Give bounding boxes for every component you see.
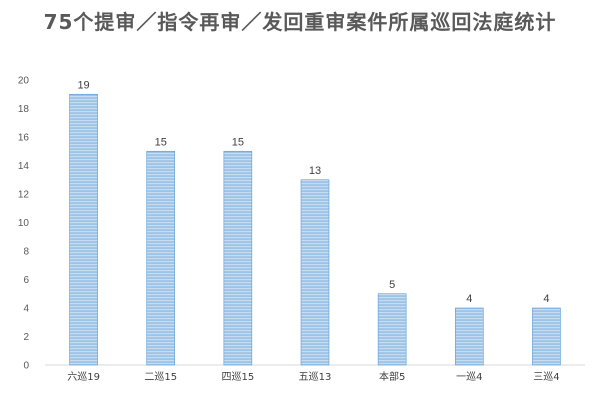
data-label: 4	[543, 293, 549, 305]
y-tick-label: 12	[18, 190, 30, 201]
bar	[454, 307, 484, 366]
bar	[300, 179, 330, 366]
y-tick-label: 20	[18, 76, 30, 87]
y-tick-label: 6	[23, 275, 29, 286]
category-label: 三巡4	[533, 371, 559, 383]
category-label: 一巡4	[456, 371, 482, 383]
data-label: 13	[309, 165, 321, 177]
y-tick-label: 4	[23, 304, 29, 315]
y-tick-label: 10	[18, 218, 30, 229]
bar	[532, 307, 561, 366]
bar	[377, 293, 407, 366]
y-tick-label: 16	[18, 133, 30, 144]
y-tick-label: 14	[18, 161, 30, 172]
y-tick-label: 8	[23, 247, 29, 258]
data-label: 15	[155, 136, 167, 148]
data-label: 19	[77, 79, 89, 91]
category-label: 四巡15	[221, 371, 254, 383]
data-label: 5	[389, 279, 395, 291]
category-label: 本部5	[379, 370, 405, 383]
category-label: 六巡19	[67, 371, 100, 383]
y-tick-label: 0	[23, 361, 29, 372]
category-label: 五巡13	[299, 371, 332, 383]
chart-title: 75个提审／指令再审／发回重审案件所属巡回法庭统计	[43, 10, 557, 34]
bar	[69, 93, 98, 366]
bar	[223, 150, 253, 366]
category-label: 二巡15	[144, 371, 177, 383]
data-label: 15	[232, 136, 244, 148]
y-tick-label: 2	[23, 332, 29, 343]
bar	[146, 150, 176, 366]
data-label: 4	[466, 293, 472, 305]
y-tick-label: 18	[18, 104, 30, 115]
